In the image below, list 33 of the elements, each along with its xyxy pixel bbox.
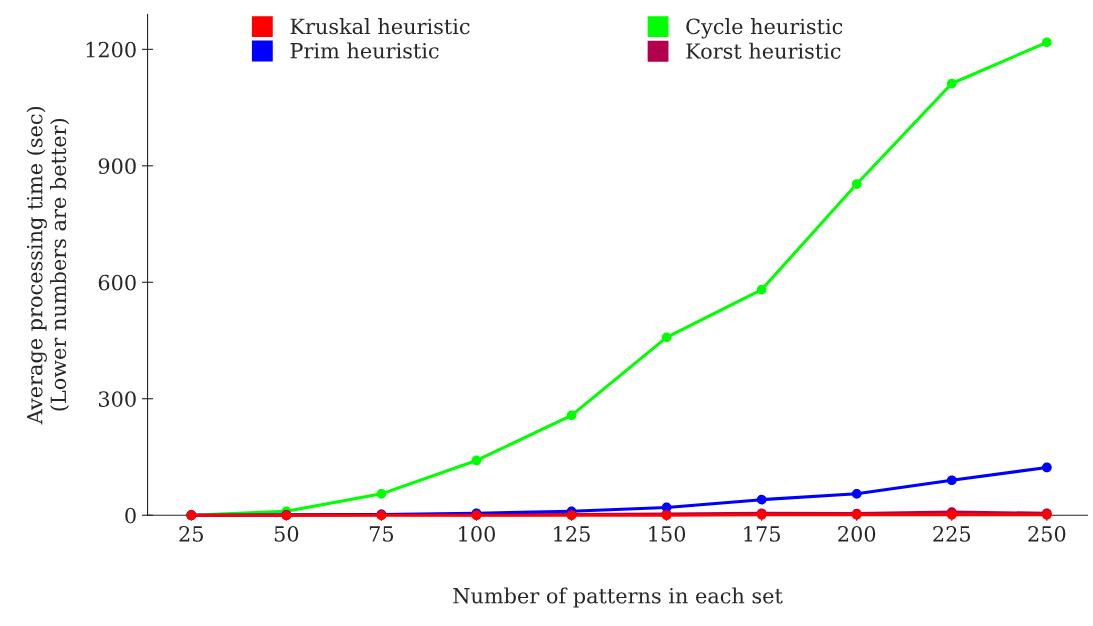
point: [946, 475, 957, 486]
x-tick-label: 150: [649, 525, 686, 542]
x-tick-label: 50: [274, 525, 299, 542]
x-axis-title: Number of patterns in each set: [453, 587, 783, 608]
point: [851, 488, 862, 499]
x-tick-label: 225: [933, 525, 971, 542]
y-tick-label: 300: [98, 391, 136, 407]
x-tick-label: 100: [459, 525, 495, 542]
point: [756, 284, 767, 295]
point: [851, 179, 862, 189]
point: [1041, 37, 1052, 48]
x-tick-label: 250: [1028, 525, 1066, 542]
x-tick-label: 200: [838, 525, 876, 542]
point: [376, 488, 387, 499]
x-tick-label: 125: [554, 525, 590, 542]
y-tick-label: 1200: [86, 41, 136, 58]
point: [471, 455, 482, 466]
y-tick-label: 0: [125, 507, 136, 524]
point: [566, 410, 577, 421]
point: [1041, 462, 1052, 473]
legend-label: Korst heuristic: [686, 42, 841, 59]
x-tick-label: 175: [744, 525, 780, 542]
y-tick-label: 900: [98, 158, 136, 175]
legend-label: Prim heuristic: [290, 42, 439, 59]
legend-label: Kruskal heuristic: [290, 18, 470, 35]
y-tick-label: 600: [98, 274, 136, 291]
point: [946, 78, 957, 89]
point: [661, 332, 672, 343]
y-axis-title: Average processing time (sec) (Lower numbers are better): [26, 106, 70, 425]
x-tick-label: 25: [179, 525, 203, 542]
legend-label: Cycle heuristic: [686, 18, 843, 39]
point: [756, 494, 767, 505]
x-tick-label: 75: [369, 526, 394, 542]
